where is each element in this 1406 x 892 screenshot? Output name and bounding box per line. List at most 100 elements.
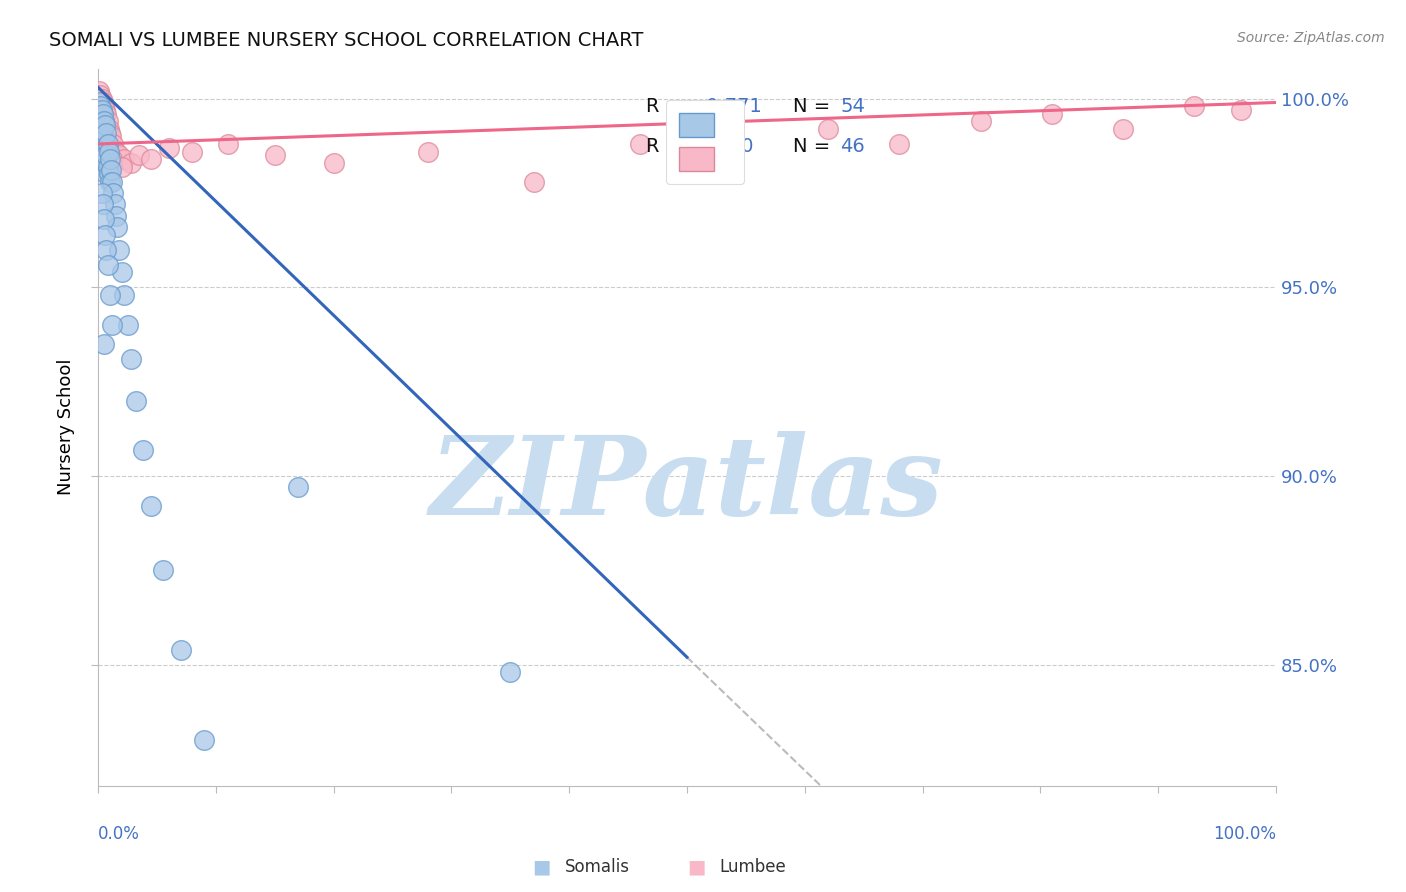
Text: -0.771: -0.771	[699, 97, 762, 116]
Point	[817, 122, 839, 136]
Point	[89, 111, 111, 125]
Text: Lumbee: Lumbee	[720, 858, 786, 876]
Point	[96, 145, 118, 159]
Point	[100, 163, 122, 178]
Point	[416, 145, 439, 159]
Point	[96, 114, 118, 128]
Point	[628, 136, 651, 151]
Text: N =: N =	[793, 97, 837, 116]
Point	[90, 103, 112, 117]
Text: 46: 46	[841, 136, 865, 155]
Point	[169, 642, 191, 657]
Point	[98, 288, 121, 302]
Point	[103, 186, 125, 200]
Point	[217, 136, 239, 151]
Point	[263, 148, 285, 162]
Point	[90, 122, 112, 136]
Point	[120, 352, 142, 367]
Point	[111, 160, 134, 174]
Point	[96, 258, 118, 272]
Point	[125, 393, 148, 408]
Point	[89, 118, 111, 132]
Point	[94, 136, 117, 151]
Point	[1229, 103, 1251, 117]
Point	[101, 175, 124, 189]
Point	[90, 186, 112, 200]
Point	[89, 95, 111, 110]
Point	[89, 84, 111, 98]
Point	[287, 480, 309, 494]
Point	[970, 114, 993, 128]
Point	[112, 288, 135, 302]
Point	[96, 126, 118, 140]
Text: Somalis: Somalis	[565, 858, 630, 876]
Point	[90, 141, 112, 155]
Text: Source: ZipAtlas.com: Source: ZipAtlas.com	[1237, 31, 1385, 45]
Point	[105, 220, 128, 235]
Point	[108, 148, 131, 162]
Point	[132, 442, 155, 457]
Point	[91, 129, 114, 144]
Point	[103, 136, 125, 151]
Point	[499, 665, 522, 680]
Point	[90, 160, 112, 174]
Text: R =: R =	[645, 136, 689, 155]
Point	[94, 227, 117, 242]
Point	[108, 243, 131, 257]
Point	[128, 148, 150, 162]
Point	[887, 136, 910, 151]
Point	[139, 500, 162, 514]
Point	[104, 209, 127, 223]
Text: 54: 54	[841, 97, 865, 116]
Point	[91, 148, 114, 162]
Point	[91, 95, 114, 110]
Point	[112, 152, 135, 166]
Point	[93, 114, 115, 128]
Point	[101, 152, 124, 166]
Point	[181, 145, 204, 159]
Point	[90, 107, 112, 121]
Point	[1040, 107, 1063, 121]
Text: SOMALI VS LUMBEE NURSERY SCHOOL CORRELATION CHART: SOMALI VS LUMBEE NURSERY SCHOOL CORRELAT…	[49, 31, 644, 50]
Point	[98, 175, 121, 189]
Point	[89, 136, 111, 151]
Point	[1182, 99, 1205, 113]
Text: 100.0%: 100.0%	[1213, 825, 1277, 843]
Point	[96, 160, 118, 174]
Point	[120, 156, 142, 170]
Text: R =: R =	[645, 97, 689, 116]
Point	[93, 152, 115, 166]
Point	[93, 99, 115, 113]
Point	[96, 136, 118, 151]
Y-axis label: Nursery School: Nursery School	[58, 359, 75, 495]
Point	[97, 145, 120, 159]
Point	[94, 118, 117, 132]
Point	[89, 99, 111, 113]
Point	[91, 111, 114, 125]
Text: 0.0%: 0.0%	[98, 825, 141, 843]
Text: 0.160: 0.160	[699, 136, 754, 155]
Point	[1112, 122, 1135, 136]
Point	[157, 141, 180, 155]
Text: ZIPatlas: ZIPatlas	[430, 431, 943, 538]
Point	[89, 87, 111, 102]
Point	[90, 92, 112, 106]
Point	[103, 197, 125, 211]
Point	[98, 126, 121, 140]
Point	[94, 141, 117, 155]
Point	[91, 129, 114, 144]
Text: ■: ■	[686, 857, 706, 877]
Point	[97, 167, 120, 181]
Point	[89, 99, 111, 113]
Point	[139, 152, 162, 166]
Point	[193, 733, 215, 747]
Point	[93, 114, 115, 128]
Text: N =: N =	[793, 136, 837, 155]
Point	[91, 107, 114, 121]
Point	[94, 103, 117, 117]
Point	[111, 265, 134, 279]
Point	[101, 318, 124, 333]
Point	[100, 129, 122, 144]
Point	[96, 107, 118, 121]
Point	[98, 152, 121, 166]
